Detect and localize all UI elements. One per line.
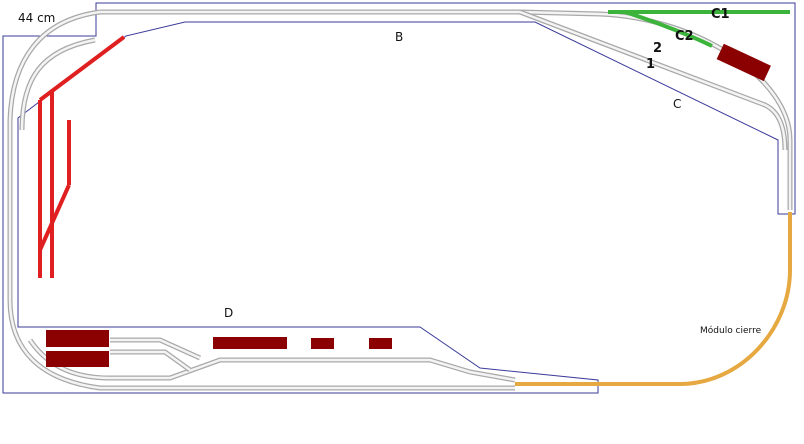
green-tracks [608, 10, 790, 48]
module-label: Módulo cierre [700, 325, 762, 336]
label-2: 2 [653, 41, 662, 56]
size-label: 44 cm [18, 11, 55, 25]
buildings [46, 43, 771, 367]
label-c1: C1 [711, 7, 730, 22]
label-c2: C2 [675, 29, 694, 44]
label-b: B [395, 30, 403, 44]
red-sidings [38, 35, 126, 278]
label-d: D [224, 306, 233, 320]
label-c: C [673, 97, 681, 111]
label-1: 1 [646, 57, 655, 72]
closing-module-track [515, 212, 792, 386]
